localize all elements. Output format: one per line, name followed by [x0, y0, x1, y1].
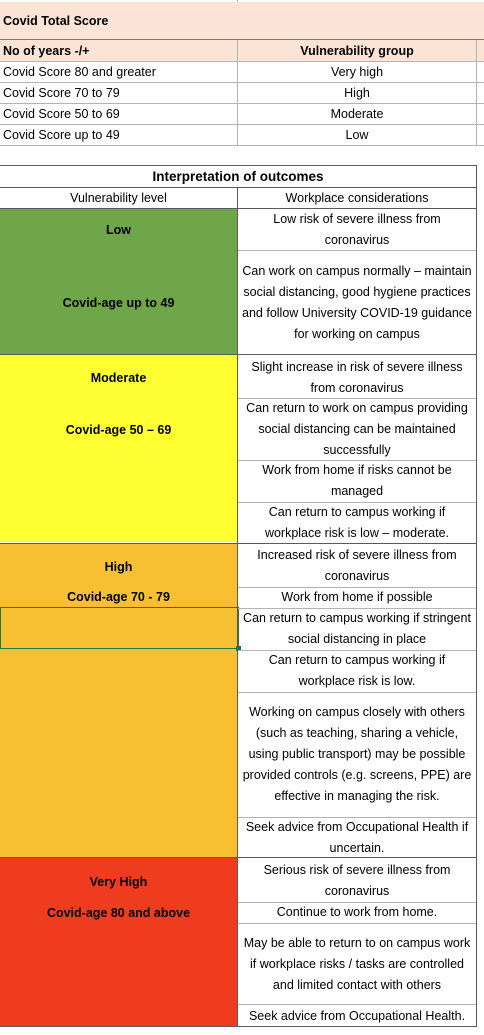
outcomes-grid: [0, 543, 476, 544]
consideration-low-0: Low risk of severe illness from coronavi…: [273, 211, 441, 247]
score-col2-header: Vulnerability group: [300, 43, 414, 58]
outcomes-grid: [476, 165, 477, 1027]
consideration-high-4: Working on campus closely with others (s…: [242, 705, 472, 803]
score-row-3-score: Covid Score up to 49: [3, 127, 120, 142]
score-grid-top-tick: [237, 0, 238, 2]
level-very-high-label: Very High: [89, 874, 148, 889]
score-grid: [0, 145, 484, 146]
score-row-1-score: Covid Score 70 to 79: [3, 85, 120, 100]
score-grid: [0, 103, 484, 104]
outcomes-grid: [238, 502, 476, 503]
level-low-bg: [0, 208, 237, 354]
consideration-high-3: Can return to campus working if workplac…: [268, 653, 446, 688]
outcomes-grid: [238, 460, 476, 461]
consideration-high-0: Increased risk of severe illness from co…: [257, 548, 457, 583]
outcomes-grid: [238, 902, 476, 903]
score-grid: [476, 40, 477, 146]
selection-handle[interactable]: [236, 646, 241, 651]
outcomes-grid: [238, 398, 476, 399]
outcomes-grid: [0, 187, 476, 188]
score-table-title-bg: [0, 2, 484, 39]
outcomes-grid: [238, 817, 476, 818]
outcomes-col2-header: Workplace considerations: [285, 190, 429, 205]
score-row-1-group: High: [344, 85, 370, 100]
level-very-high-bg: [0, 858, 237, 1026]
outcomes-grid: [238, 1004, 476, 1005]
outcomes-grid: [238, 692, 476, 693]
score-table-header-bg: [0, 40, 484, 61]
outcomes-grid: [238, 650, 476, 651]
level-very-high-age: Covid-age 80 and above: [46, 905, 191, 920]
consideration-high-1: Work from home if possible: [281, 590, 433, 604]
consideration-very-high-0: Serious risk of severe illness from coro…: [263, 863, 451, 898]
level-low-label: Low: [106, 222, 131, 237]
score-grid: [237, 40, 238, 146]
outcomes-grid: [0, 208, 476, 209]
consideration-moderate-1: Can return to work on campus providing s…: [246, 401, 468, 457]
consideration-very-high-2: May be able to return to on campus work …: [243, 936, 471, 992]
consideration-very-high-3: Seek advice from Occupational Health.: [248, 1009, 466, 1023]
score-table-title: Covid Total Score: [3, 13, 109, 28]
outcomes-grid: [238, 923, 476, 924]
level-high-label: High: [104, 559, 133, 574]
score-grid: [0, 82, 484, 83]
score-row-3-group: Low: [345, 127, 369, 142]
level-moderate-label: Moderate: [90, 370, 147, 385]
level-moderate-age: Covid-age 50 – 69: [65, 422, 172, 437]
score-row-0-group: Very high: [330, 64, 384, 79]
consideration-very-high-1: Continue to work from home.: [276, 905, 438, 919]
score-grid: [0, 124, 484, 125]
consideration-high-5: Seek advice from Occupational Health if …: [245, 820, 469, 855]
score-row-0-score: Covid Score 80 and greater: [3, 64, 156, 79]
outcomes-grid: [0, 165, 476, 166]
consideration-low-1: Can work on campus normally – maintain s…: [242, 264, 472, 341]
level-high-bg: [0, 544, 237, 857]
outcomes-grid: [238, 608, 476, 609]
score-row-2-score: Covid Score 50 to 69: [3, 106, 120, 121]
outcomes-grid: [0, 1026, 476, 1027]
level-low-age: Covid-age up to 49: [62, 295, 175, 310]
consideration-moderate-0: Slight increase in risk of severe illnes…: [251, 360, 463, 395]
score-col1-header: No of years -/+: [3, 43, 90, 58]
level-high-age: Covid-age 70 - 79: [67, 589, 170, 604]
selected-cell[interactable]: [0, 607, 239, 649]
level-moderate-bg: [0, 355, 237, 542]
outcomes-grid: [0, 354, 476, 355]
score-grid: [0, 61, 484, 62]
outcomes-grid: [0, 857, 476, 858]
consideration-moderate-3: Can return to campus working if workplac…: [264, 505, 450, 540]
score-row-2-group: Moderate: [330, 106, 384, 121]
outcomes-title: Interpretation of outcomes: [152, 169, 324, 184]
outcomes-grid: [238, 250, 476, 251]
outcomes-col1-header: Vulnerability level: [70, 190, 167, 205]
consideration-moderate-2: Work from home if risks cannot be manage…: [262, 463, 452, 498]
score-grid: [0, 39, 484, 40]
outcomes-grid: [238, 587, 476, 588]
consideration-high-2: Can return to campus working if stringen…: [243, 611, 471, 646]
outcomes-grid: [237, 187, 238, 1027]
